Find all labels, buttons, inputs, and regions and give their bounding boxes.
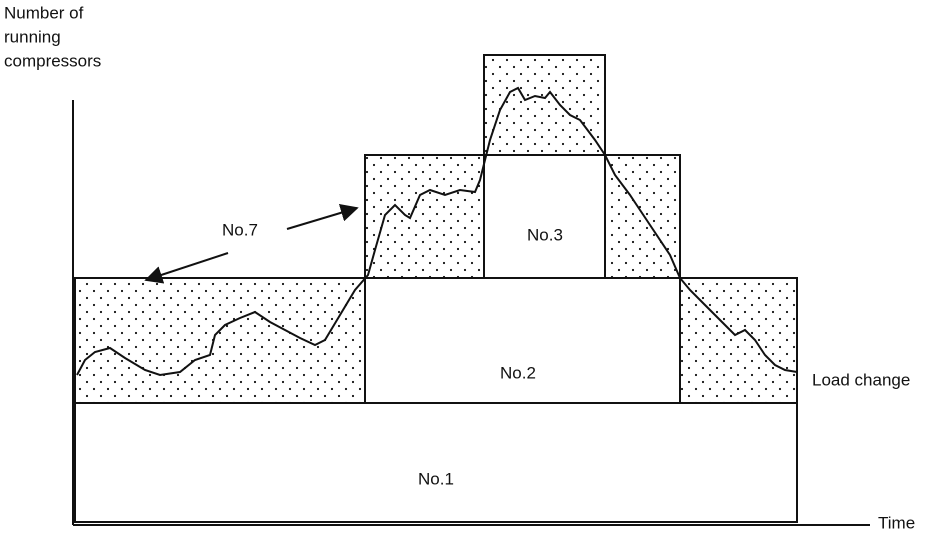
block-label: No.2 [500,363,536,382]
y-axis-label: compressors [4,51,101,70]
load-curve [76,86,798,377]
block-label: No.1 [418,469,454,488]
variable-region [483,54,606,156]
block-no3 [483,154,606,279]
variable-region [604,154,681,279]
annotation: Load change [812,370,910,389]
y-axis-label: Number of [4,3,84,22]
variable-region [74,277,366,404]
annotation: No.7 [222,220,258,239]
variable-region [364,154,485,279]
x-axis-label: Time [878,513,915,532]
block-label: No.3 [527,225,563,244]
y-axis-label: running [4,27,61,46]
arrow [144,252,229,284]
arrow [286,204,359,230]
block-no1 [74,402,798,523]
block-no2 [364,277,681,404]
